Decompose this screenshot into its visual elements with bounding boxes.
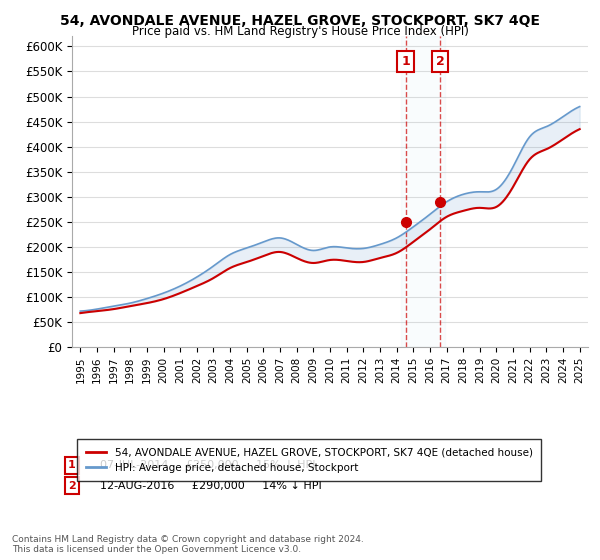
Text: 2: 2 (68, 480, 76, 491)
Text: 12-AUG-2016     £290,000     14% ↓ HPI: 12-AUG-2016 £290,000 14% ↓ HPI (100, 480, 322, 491)
Text: 07-JUL-2014     £250,000     15% ↓ HPI: 07-JUL-2014 £250,000 15% ↓ HPI (100, 460, 316, 470)
Text: Contains HM Land Registry data © Crown copyright and database right 2024.
This d: Contains HM Land Registry data © Crown c… (12, 535, 364, 554)
Text: Price paid vs. HM Land Registry's House Price Index (HPI): Price paid vs. HM Land Registry's House … (131, 25, 469, 38)
Bar (401, 36, 445, 347)
Legend: 54, AVONDALE AVENUE, HAZEL GROVE, STOCKPORT, SK7 4QE (detached house), HPI: Aver: 54, AVONDALE AVENUE, HAZEL GROVE, STOCKP… (77, 440, 541, 481)
Text: 1: 1 (401, 55, 410, 68)
Text: 54, AVONDALE AVENUE, HAZEL GROVE, STOCKPORT, SK7 4QE: 54, AVONDALE AVENUE, HAZEL GROVE, STOCKP… (60, 14, 540, 28)
Text: 1: 1 (68, 460, 76, 470)
Text: 2: 2 (436, 55, 445, 68)
